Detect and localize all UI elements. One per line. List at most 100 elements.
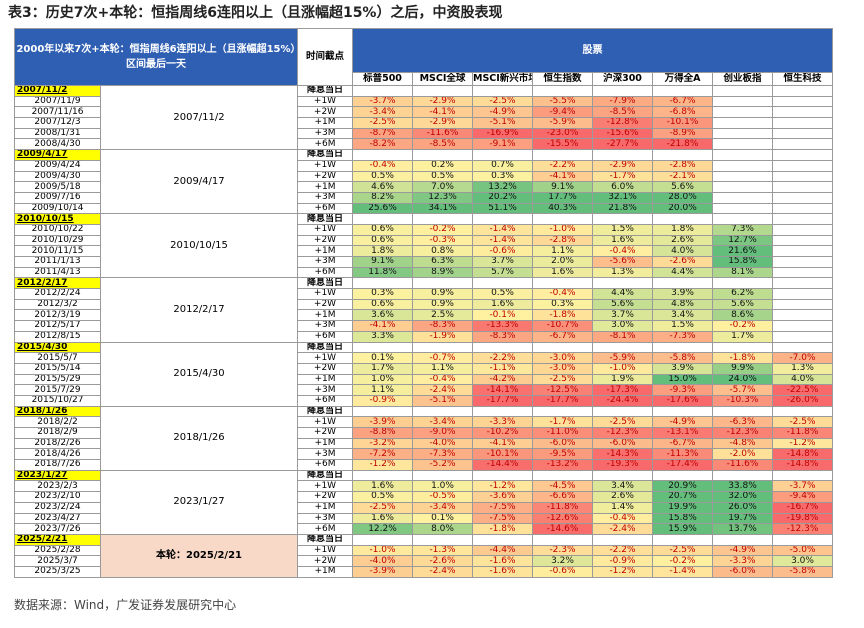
value-cell: 20.7% — [652, 491, 713, 503]
empty-cell — [532, 405, 593, 418]
row-offset: +1M — [297, 309, 353, 322]
value-cell: 0.5% — [472, 288, 533, 300]
value-cell: -27.7% — [592, 138, 653, 151]
value-cell: 0.5% — [412, 170, 473, 183]
row-offset: +2W — [297, 106, 353, 119]
empty-cell — [772, 288, 833, 300]
value-cell: -17.7% — [532, 394, 593, 407]
empty-cell — [652, 85, 713, 97]
value-cell: 7.0% — [412, 181, 473, 193]
event-date: 2023/1/27 — [14, 469, 101, 482]
value-cell: 2.6% — [592, 491, 653, 503]
table-row: 2008/1/31 +3M -8.7% -11.6% -16.9% -23.0% -15.6… — [14, 127, 833, 140]
empty-cell — [532, 469, 593, 482]
empty-cell — [412, 149, 473, 161]
value-cell: -17.7% — [472, 394, 533, 407]
value-cell: -14.6% — [532, 523, 593, 535]
value-cell: -2.9% — [412, 95, 473, 108]
empty-cell — [652, 533, 713, 546]
value-cell: 1.1% — [412, 362, 473, 375]
row-offset: +1M — [297, 501, 353, 514]
value-cell: -2.9% — [592, 159, 653, 172]
value-cell: 7.3% — [712, 223, 773, 236]
value-cell: 12.2% — [352, 523, 413, 535]
value-cell: -12.3% — [772, 523, 833, 535]
row-date: 2023/7/26 — [14, 523, 101, 535]
value-cell: -0.2% — [652, 555, 713, 567]
value-cell: -0.2% — [712, 320, 773, 332]
empty-cell — [712, 149, 773, 161]
row-offset: +2W — [297, 170, 353, 183]
event-note: 降息当日 — [297, 533, 353, 546]
empty-cell — [772, 138, 833, 151]
event-date: 2007/11/2 — [14, 85, 101, 97]
value-cell: -4.5% — [532, 480, 593, 493]
empty-cell — [412, 469, 473, 482]
value-cell: -5.2% — [412, 459, 473, 471]
table-row: 2012/2/17 2012/2/17 降息当日 — [14, 277, 833, 343]
row-date: 2023/2/10 — [14, 491, 101, 503]
value-cell: -1.4% — [472, 223, 533, 236]
value-cell: -1.8% — [472, 523, 533, 535]
value-cell: 21.8% — [592, 202, 653, 215]
value-cell: -2.6% — [652, 256, 713, 268]
table-row: 2009/10/14 +6M 25.6% 34.1% 51.1% 40.3% 21.8% 20… — [14, 202, 833, 215]
empty-cell — [712, 127, 773, 140]
value-cell: 15.9% — [652, 523, 713, 535]
value-cell: -4.2% — [472, 373, 533, 386]
empty-cell — [772, 330, 833, 343]
empty-cell — [712, 277, 773, 290]
row-date: 2025/2/28 — [14, 544, 101, 557]
value-cell: -0.2% — [412, 223, 473, 236]
value-cell: -2.6% — [412, 555, 473, 567]
value-cell: -2.2% — [472, 352, 533, 364]
value-cell: -21.8% — [652, 138, 713, 151]
value-cell: -12.5% — [532, 384, 593, 396]
value-cell: 6.3% — [412, 256, 473, 268]
empty-cell — [712, 202, 773, 215]
value-cell: -6.6% — [532, 491, 593, 503]
row-date: 2012/3/19 — [14, 309, 101, 322]
value-cell: -0.6% — [472, 245, 533, 257]
table-row: 2009/5/18 +1M 4.6% 7.0% 13.2% 9.1% 6.0% 5.6% — [14, 181, 833, 193]
value-cell: -0.4% — [592, 245, 653, 257]
value-cell: 3.9% — [652, 288, 713, 300]
empty-cell — [652, 213, 713, 225]
table-row: 2023/2/24 +1M -2.5% -3.4% -7.5% -11.8% 1.4% 19.… — [14, 501, 833, 514]
empty-cell — [772, 117, 833, 129]
value-cell: 1.8% — [352, 245, 413, 257]
empty-cell — [772, 170, 833, 183]
value-cell: 3.3% — [352, 330, 413, 343]
value-cell: -10.7% — [532, 320, 593, 332]
value-cell: 51.1% — [472, 202, 533, 215]
row-date: 2010/10/29 — [14, 234, 101, 247]
value-cell: -12.6% — [532, 512, 593, 525]
value-cell: 9.1% — [352, 256, 413, 268]
value-cell: 1.0% — [412, 480, 473, 493]
value-cell: 3.7% — [592, 309, 653, 322]
empty-cell — [412, 277, 473, 290]
table-row: 2012/5/17 +3M -4.1% -8.3% -13.3% -10.7% 3.0% 1.… — [14, 320, 833, 332]
value-cell: -3.0% — [532, 352, 593, 364]
value-cell: 8.6% — [712, 309, 773, 322]
table-row: 2018/2/9 +2W -8.8% -9.0% -10.2% -11.0% -12.3% -… — [14, 427, 833, 439]
row-date: 2025/3/25 — [14, 565, 101, 578]
value-cell: -2.5% — [352, 501, 413, 514]
table-row: 2015/4/30 2015/4/30 降息当日 — [14, 341, 833, 407]
empty-cell — [772, 149, 833, 161]
value-cell: -11.6% — [712, 459, 773, 471]
value-cell: -2.5% — [592, 416, 653, 428]
event-date: 2018/1/26 — [14, 405, 101, 418]
empty-cell — [712, 405, 773, 418]
value-cell: -1.8% — [712, 352, 773, 364]
row-offset: +1W — [297, 288, 353, 300]
table-row: 2023/4/27 +3M 1.6% 0.1% -7.5% -12.6% -0.4% 15.8… — [14, 512, 833, 525]
value-cell: -4.1% — [532, 170, 593, 183]
value-cell: -2.3% — [532, 544, 593, 557]
row-offset: +1M — [297, 565, 353, 578]
value-cell: 3.6% — [352, 309, 413, 322]
value-cell: -10.1% — [472, 448, 533, 461]
value-cell: 8.1% — [712, 266, 773, 279]
value-cell: 5.6% — [712, 298, 773, 311]
empty-cell — [772, 202, 833, 215]
